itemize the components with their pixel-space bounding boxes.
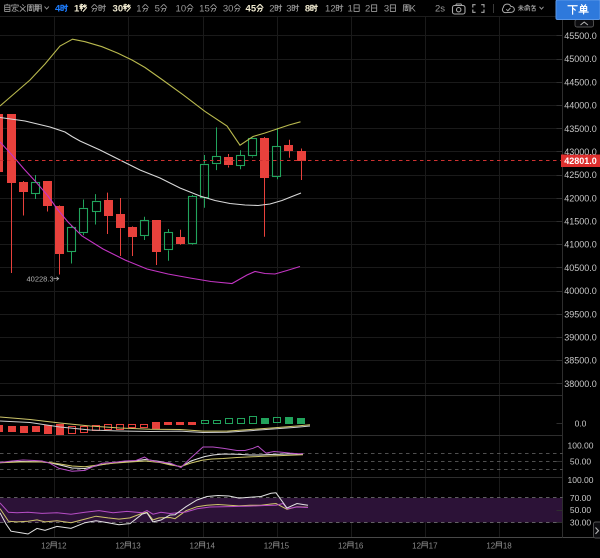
svg-text:2: 2 <box>330 3 335 14</box>
svg-text:50.00: 50.00 <box>570 505 592 515</box>
svg-text:13: 13 <box>132 541 141 550</box>
svg-text:12: 12 <box>41 541 50 550</box>
svg-text:12: 12 <box>338 541 347 550</box>
svg-text:100.00: 100.00 <box>568 441 594 451</box>
svg-text:12: 12 <box>58 541 67 550</box>
svg-text:43500.0: 43500.0 <box>564 124 597 134</box>
svg-text:4: 4 <box>55 3 61 14</box>
svg-text:40228.3: 40228.3 <box>27 274 54 283</box>
svg-text:45000.0: 45000.0 <box>564 54 597 64</box>
svg-text:1: 1 <box>136 3 141 14</box>
svg-text:0: 0 <box>181 3 186 14</box>
svg-text:2: 2 <box>269 3 274 14</box>
svg-text:44500.0: 44500.0 <box>564 77 597 87</box>
svg-text:0: 0 <box>118 3 123 14</box>
svg-text:2s: 2s <box>435 4 445 15</box>
svg-text:40500.0: 40500.0 <box>564 263 597 273</box>
svg-text:8: 8 <box>305 3 310 14</box>
svg-text:41500.0: 41500.0 <box>564 217 597 227</box>
svg-text:12: 12 <box>412 541 421 550</box>
svg-text:3: 3 <box>286 3 291 14</box>
svg-text:17: 17 <box>429 541 438 550</box>
svg-text:39500.0: 39500.0 <box>564 309 597 319</box>
svg-text:12: 12 <box>115 541 124 550</box>
svg-text:40000.0: 40000.0 <box>564 286 597 296</box>
svg-text:44000.0: 44000.0 <box>564 101 597 111</box>
svg-text:39000.0: 39000.0 <box>564 333 597 343</box>
svg-text:0.0: 0.0 <box>575 419 587 429</box>
svg-text:12: 12 <box>190 541 199 550</box>
svg-text:0: 0 <box>228 3 233 14</box>
svg-text:42500.0: 42500.0 <box>564 170 597 180</box>
svg-text:70.00: 70.00 <box>570 493 592 503</box>
svg-text:30.00: 30.00 <box>570 517 592 527</box>
svg-text:12: 12 <box>486 541 495 550</box>
svg-text:5: 5 <box>251 3 257 14</box>
svg-text:50.00: 50.00 <box>570 457 592 467</box>
svg-text:100.00: 100.00 <box>568 475 594 485</box>
svg-text:45500.0: 45500.0 <box>564 31 597 41</box>
svg-text:42000.0: 42000.0 <box>564 193 597 203</box>
svg-text:18: 18 <box>503 541 512 550</box>
svg-text:12: 12 <box>264 541 273 550</box>
svg-text:43000.0: 43000.0 <box>564 147 597 157</box>
svg-text:41000.0: 41000.0 <box>564 240 597 250</box>
svg-text:5: 5 <box>204 3 209 14</box>
svg-text:1: 1 <box>74 3 80 14</box>
svg-text:42801.0: 42801.0 <box>564 156 597 166</box>
svg-text:3: 3 <box>384 3 389 14</box>
svg-text:5: 5 <box>155 3 160 14</box>
svg-text:16: 16 <box>354 541 363 550</box>
svg-text:38000.0: 38000.0 <box>564 379 597 389</box>
svg-text:15: 15 <box>280 541 289 550</box>
svg-text:38500.0: 38500.0 <box>564 356 597 366</box>
svg-text:1: 1 <box>348 3 353 14</box>
svg-text:2: 2 <box>365 3 370 14</box>
svg-text:K: K <box>410 4 417 15</box>
svg-text:14: 14 <box>206 541 215 550</box>
